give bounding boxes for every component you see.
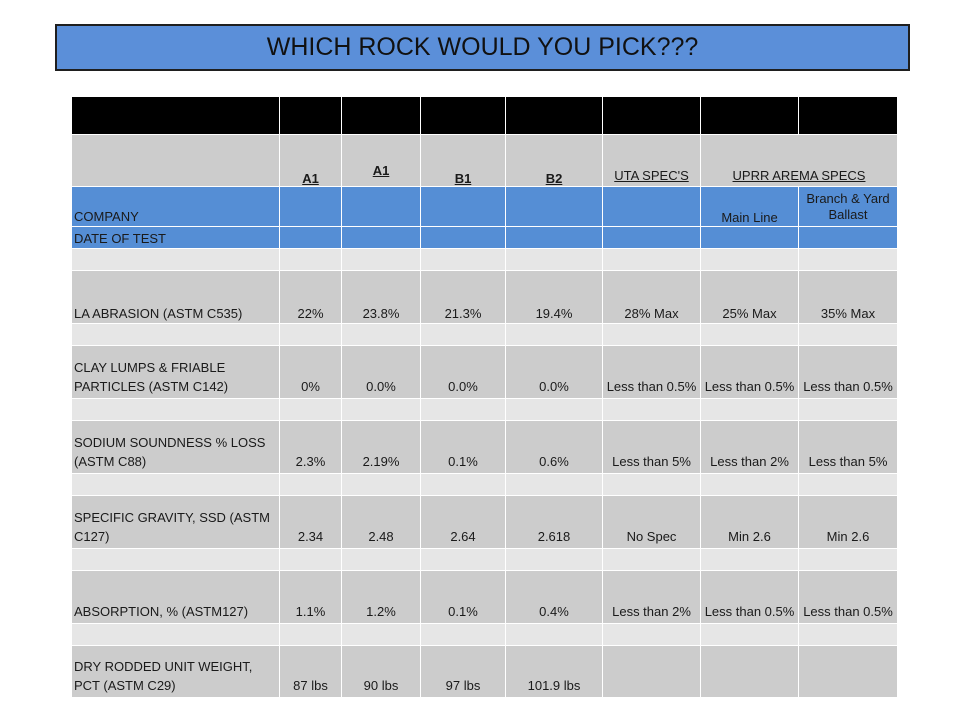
table-row: LA ABRASION (ASTM C535) 22% 23.8% 21.3% … bbox=[71, 270, 898, 324]
cell-value: Min 2.6 bbox=[700, 495, 799, 549]
cell-value: 2.48 bbox=[341, 495, 421, 549]
cell-value bbox=[700, 645, 799, 698]
row-label: ABSORPTION, % (ASTM127) bbox=[71, 570, 280, 624]
separator-row bbox=[71, 473, 898, 496]
cell-value: 0.0% bbox=[505, 345, 603, 399]
cell-value bbox=[602, 645, 701, 698]
row-label: LA ABRASION (ASTM C535) bbox=[71, 270, 280, 324]
main-line-label: Main Line bbox=[700, 186, 799, 227]
header-sample-b1: B1 bbox=[420, 134, 506, 187]
cell-value: Less than 0.5% bbox=[798, 345, 898, 399]
cell-value: 19.4% bbox=[505, 270, 603, 324]
cell-value: 2.19% bbox=[341, 420, 421, 474]
cell-value: 2.618 bbox=[505, 495, 603, 549]
cell-value: 0.1% bbox=[420, 420, 506, 474]
row-label: SPECIFIC GRAVITY, SSD (ASTM C127) bbox=[71, 495, 280, 549]
table-row: ABSORPTION, % (ASTM127) 1.1% 1.2% 0.1% 0… bbox=[71, 570, 898, 624]
header-sample-b2: B2 bbox=[505, 134, 603, 187]
cell-value: 2.3% bbox=[279, 420, 342, 474]
cell-value: Less than 0.5% bbox=[700, 570, 799, 624]
date-of-test-row: DATE OF TEST bbox=[71, 226, 898, 249]
row-label: SODIUM SOUNDNESS % LOSS (ASTM C88) bbox=[71, 420, 280, 474]
table-row: SPECIFIC GRAVITY, SSD (ASTM C127) 2.34 2… bbox=[71, 495, 898, 549]
cell-value: 2.64 bbox=[420, 495, 506, 549]
row-label-company: COMPANY bbox=[71, 186, 280, 227]
company-row: COMPANY Main Line Branch & Yard Ballast bbox=[71, 186, 898, 227]
cell-value: 1.2% bbox=[341, 570, 421, 624]
separator-row bbox=[71, 398, 898, 421]
cell-value: 97 lbs bbox=[420, 645, 506, 698]
cell-value: 28% Max bbox=[602, 270, 701, 324]
cell-value: Less than 5% bbox=[602, 420, 701, 474]
cell-value: 0% bbox=[279, 345, 342, 399]
header-sample-a1: A1 bbox=[279, 134, 342, 187]
cell-value: Less than 0.5% bbox=[700, 345, 799, 399]
cell-value: Less than 2% bbox=[700, 420, 799, 474]
cell-value: 0.0% bbox=[341, 345, 421, 399]
cell-value: 0.6% bbox=[505, 420, 603, 474]
table-row: SODIUM SOUNDNESS % LOSS (ASTM C88) 2.3% … bbox=[71, 420, 898, 474]
cell-value: 0.4% bbox=[505, 570, 603, 624]
cell-value bbox=[798, 645, 898, 698]
column-header-row: A1 A1 B1 B2 UTA SPEC'S UPRR AREMA SPECS bbox=[71, 134, 898, 187]
cell-value: 0.0% bbox=[420, 345, 506, 399]
cell-value: 90 lbs bbox=[341, 645, 421, 698]
rock-comparison-table: A1 A1 B1 B2 UTA SPEC'S UPRR AREMA SPECS … bbox=[71, 96, 898, 698]
table-row: DRY RODDED UNIT WEIGHT, PCT (ASTM C29) 8… bbox=[71, 645, 898, 698]
cell-value: No Spec bbox=[602, 495, 701, 549]
branch-yard-ballast-label: Branch & Yard Ballast bbox=[798, 186, 898, 227]
header-blank-cell bbox=[71, 134, 280, 187]
header-uprr-arema-specs: UPRR AREMA SPECS bbox=[700, 134, 898, 187]
cell-value: 23.8% bbox=[341, 270, 421, 324]
separator-row bbox=[71, 323, 898, 346]
page-title: WHICH ROCK WOULD YOU PICK??? bbox=[55, 24, 910, 71]
row-label: DRY RODDED UNIT WEIGHT, PCT (ASTM C29) bbox=[71, 645, 280, 698]
row-label: CLAY LUMPS & FRIABLE PARTICLES (ASTM C14… bbox=[71, 345, 280, 399]
cell-value: 22% bbox=[279, 270, 342, 324]
cell-value: 101.9 lbs bbox=[505, 645, 603, 698]
cell-value: Min 2.6 bbox=[798, 495, 898, 549]
cell-value: 2.34 bbox=[279, 495, 342, 549]
cell-value: 0.1% bbox=[420, 570, 506, 624]
cell-value: Less than 2% bbox=[602, 570, 701, 624]
cell-value: Less than 0.5% bbox=[602, 345, 701, 399]
cell-value: 87 lbs bbox=[279, 645, 342, 698]
header-sample-a1-second: A1 bbox=[341, 134, 421, 187]
cell-value: 21.3% bbox=[420, 270, 506, 324]
cell-value: Less than 5% bbox=[798, 420, 898, 474]
cell-value: 35% Max bbox=[798, 270, 898, 324]
separator-row bbox=[71, 248, 898, 271]
table-row: CLAY LUMPS & FRIABLE PARTICLES (ASTM C14… bbox=[71, 345, 898, 399]
cell-value: 1.1% bbox=[279, 570, 342, 624]
separator-row bbox=[71, 623, 898, 646]
row-label-date-of-test: DATE OF TEST bbox=[71, 226, 280, 249]
black-header-row bbox=[71, 96, 898, 135]
header-uta-specs: UTA SPEC'S bbox=[602, 134, 701, 187]
cell-value: 25% Max bbox=[700, 270, 799, 324]
cell-value: Less than 0.5% bbox=[798, 570, 898, 624]
separator-row bbox=[71, 548, 898, 571]
